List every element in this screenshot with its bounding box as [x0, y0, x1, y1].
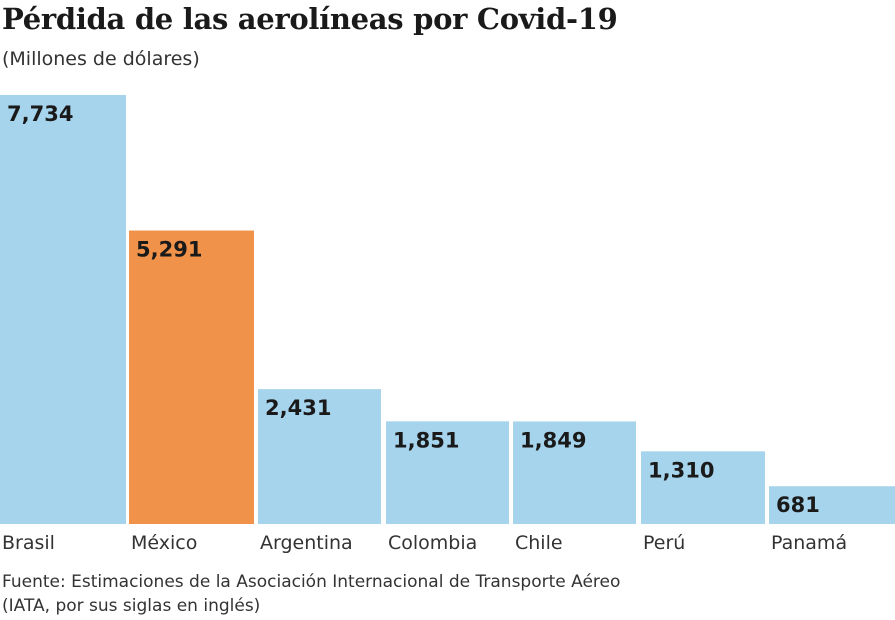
chart-subtitle: (Millones de dólares) [2, 48, 200, 70]
chart-title: Pérdida de las aerolíneas por Covid-19 [2, 2, 618, 36]
category-label-3: Colombia [388, 532, 477, 554]
bar-chart: 7,734 Brasil 5,291 México 2,431 Argentina 1,85… [0, 95, 895, 554]
bar-0 [0, 95, 126, 524]
source-line-2: (IATA, por sus siglas en inglés) [2, 596, 261, 616]
source-note: Fuente: Estimaciones de la Asociación In… [2, 570, 620, 618]
category-label-2: Argentina [260, 532, 353, 554]
category-label-0: Brasil [2, 532, 55, 554]
data-label-3: 1,851 [393, 428, 459, 452]
data-label-0: 7,734 [7, 102, 73, 126]
bar-3 [386, 421, 509, 524]
bar-6 [769, 486, 895, 524]
source-line-1: Fuente: Estimaciones de la Asociación In… [2, 572, 621, 592]
bar-2 [258, 389, 381, 524]
data-label-1: 5,291 [136, 238, 202, 262]
category-label-6: Panamá [771, 532, 847, 554]
data-label-6: 681 [776, 493, 820, 517]
data-label-4: 1,849 [520, 428, 586, 452]
category-label-5: Perú [643, 532, 685, 554]
data-label-2: 2,431 [265, 396, 331, 420]
bar-1 [129, 230, 254, 524]
bar-5 [641, 451, 765, 524]
category-label-4: Chile [515, 532, 563, 554]
bar-4 [513, 421, 636, 524]
category-label-1: México [131, 532, 197, 554]
data-label-5: 1,310 [648, 458, 714, 482]
